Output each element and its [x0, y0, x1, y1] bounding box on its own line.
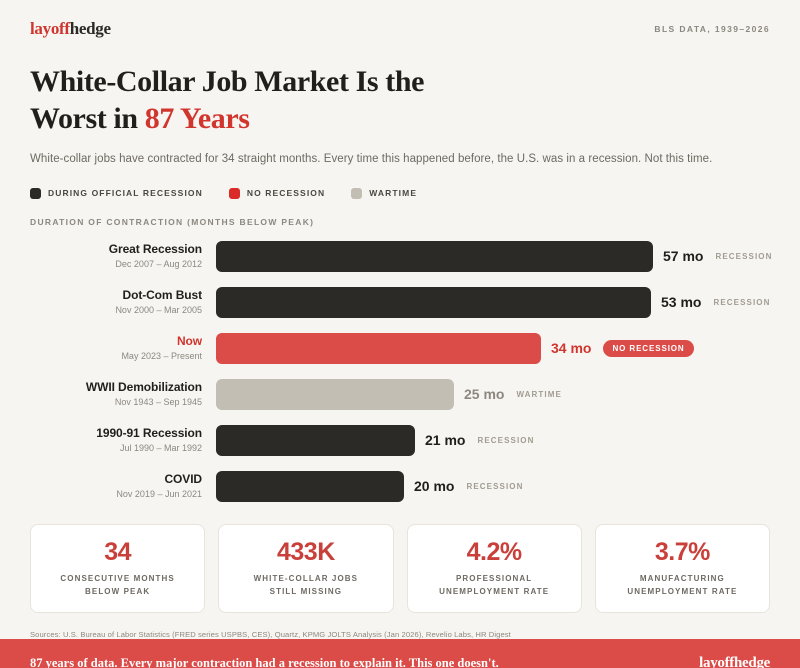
- bar-row-tag: WARTIME: [516, 389, 562, 399]
- stat-card: 3.7% MANUFACTURING UNEMPLOYMENT RATE: [594, 523, 770, 613]
- bar-fill: [216, 286, 651, 318]
- stat-card-row: 34 CONSECUTIVE MONTHS BELOW PEAK 433K WH…: [30, 523, 770, 613]
- bar-row: COVID Nov 2019 – Jun 2021 20 mo RECESSIO…: [30, 470, 770, 502]
- bar-chart: Great Recession Dec 2007 – Aug 2012 57 m…: [30, 240, 773, 502]
- bar-row-labels: Great Recession Dec 2007 – Aug 2012: [30, 242, 216, 270]
- bar-value-label: 25 mo: [464, 386, 505, 403]
- brand-logo-red: layoff: [30, 19, 70, 38]
- bar-fill: [216, 240, 653, 272]
- data-source-note: BLS DATA, 1939–2026: [654, 24, 770, 34]
- bar-row-labels: Now May 2023 – Present: [30, 334, 216, 362]
- bar-row-tag: RECESSION: [713, 297, 771, 307]
- bar-row: Now May 2023 – Present 34 mo NO RECESSIO…: [30, 332, 770, 364]
- bar-value-label: 20 mo: [414, 478, 455, 495]
- headline-line-2-plain: Worst in: [30, 101, 145, 135]
- stat-card-label: WHITE-COLLAR JOBS STILL MISSING: [253, 574, 359, 596]
- bar-row-labels: Dot-Com Bust Nov 2000 – Mar 2005: [30, 288, 216, 316]
- stat-card-value: 34: [104, 537, 132, 566]
- stat-card-label: MANUFACTURING UNEMPLOYMENT RATE: [627, 574, 738, 596]
- bar-track: 25 mo WARTIME: [216, 378, 770, 410]
- bar-row-labels: 1990-91 Recession Jul 1990 – Mar 1992: [30, 426, 216, 454]
- legend-item-label: NO RECESSION: [246, 188, 326, 199]
- bar-row-dates: Nov 1943 – Sep 1945: [114, 397, 202, 408]
- stat-card: 433K WHITE-COLLAR JOBS STILL MISSING: [218, 523, 394, 613]
- bar-value-label: 57 mo: [663, 248, 704, 265]
- bar-row-title: Now: [176, 334, 202, 349]
- legend-item-wartime: WARTIME: [351, 187, 418, 199]
- main-content: layoffhedge BLS DATA, 1939–2026 White-Co…: [30, 16, 773, 639]
- stat-card-value: 3.7%: [654, 537, 710, 566]
- legend-item-label: DURING OFFICIAL RECESSION: [48, 188, 203, 199]
- bar-row-labels: WWII Demobilization Nov 1943 – Sep 1945: [30, 380, 216, 408]
- footer-bar: 87 years of data. Every major contractio…: [0, 638, 800, 668]
- bar-fill: [216, 378, 454, 410]
- bar-fill: [216, 332, 541, 364]
- bar-row-labels: COVID Nov 2019 – Jun 2021: [30, 472, 216, 500]
- bar-fill: [216, 470, 404, 502]
- headline-line-2-accent: 87 Years: [144, 101, 250, 135]
- brand-logo-dark: hedge: [69, 19, 111, 38]
- bar-track: 57 mo RECESSION: [216, 240, 773, 272]
- bar-fill: [216, 424, 415, 456]
- bar-row-title: COVID: [164, 472, 202, 487]
- footer-tagline: 87 years of data. Every major contractio…: [30, 656, 499, 668]
- sources-line: Sources: U.S. Bureau of Labor Statistics…: [30, 629, 511, 639]
- chart-axis-caption: DURATION OF CONTRACTION (MONTHS BELOW PE…: [30, 216, 315, 227]
- legend-item-label: WARTIME: [369, 188, 418, 199]
- bar-track: 53 mo RECESSION: [216, 286, 771, 318]
- bar-value-label: 34 mo: [551, 340, 592, 357]
- bar-row-title: Dot-Com Bust: [122, 288, 203, 303]
- status-badge: NO RECESSION: [603, 339, 694, 357]
- bar-track: 21 mo RECESSION: [216, 424, 770, 456]
- stat-card: 4.2% PROFESSIONAL UNEMPLOYMENT RATE: [406, 523, 582, 613]
- brand-logo: layoffhedge: [30, 19, 111, 39]
- bar-row: WWII Demobilization Nov 1943 – Sep 1945 …: [30, 378, 770, 410]
- bar-row-dates: Jul 1990 – Mar 1992: [119, 443, 202, 454]
- stat-card-value: 4.2%: [466, 537, 522, 566]
- bar-row-dates: Dec 2007 – Aug 2012: [115, 259, 202, 270]
- bar-row-title: 1990-91 Recession: [96, 426, 202, 441]
- bar-row-tag: RECESSION: [466, 481, 524, 491]
- stat-card-label: CONSECUTIVE MONTHS BELOW PEAK: [60, 574, 175, 596]
- legend-item-recession: DURING OFFICIAL RECESSION: [30, 187, 203, 199]
- bar-row-dates: Nov 2019 – Jun 2021: [116, 489, 202, 500]
- footer-brand-logo: layoffhedge: [699, 655, 770, 668]
- stat-card: 34 CONSECUTIVE MONTHS BELOW PEAK: [30, 523, 206, 613]
- bar-value-label: 53 mo: [661, 294, 702, 311]
- subheadline: White-collar jobs have contracted for 34…: [30, 153, 713, 166]
- page-title: White-Collar Job Market Is the Worst in 8…: [30, 64, 590, 137]
- bar-row: Dot-Com Bust Nov 2000 – Mar 2005 53 mo R…: [30, 286, 771, 318]
- bar-track: 20 mo RECESSION: [216, 470, 770, 502]
- bar-row: 1990-91 Recession Jul 1990 – Mar 1992 21…: [30, 424, 770, 456]
- top-bar: layoffhedge BLS DATA, 1939–2026: [30, 16, 770, 42]
- headline-line-1: White-Collar Job Market Is the: [30, 65, 425, 98]
- legend-item-no-recession: NO RECESSION: [228, 187, 326, 199]
- bar-row-tag: RECESSION: [715, 251, 773, 261]
- bar-row-dates: Nov 2000 – Mar 2005: [115, 305, 202, 316]
- chart-legend: DURING OFFICIAL RECESSION NO RECESSION W…: [30, 187, 770, 199]
- legend-swatch-icon: [30, 187, 41, 199]
- bar-row-title: WWII Demobilization: [85, 380, 202, 395]
- bar-row-tag: RECESSION: [477, 435, 535, 445]
- legend-swatch-icon: [351, 187, 363, 199]
- bar-row-title: Great Recession: [108, 242, 202, 257]
- stat-card-label: PROFESSIONAL UNEMPLOYMENT RATE: [439, 574, 550, 596]
- bar-track: 34 mo NO RECESSION: [216, 332, 770, 364]
- bar-value-label: 21 mo: [425, 432, 466, 449]
- stat-card-value: 433K: [276, 537, 335, 566]
- bar-row: Great Recession Dec 2007 – Aug 2012 57 m…: [30, 240, 773, 272]
- bar-row-dates: May 2023 – Present: [121, 351, 202, 362]
- legend-swatch-icon: [228, 187, 240, 199]
